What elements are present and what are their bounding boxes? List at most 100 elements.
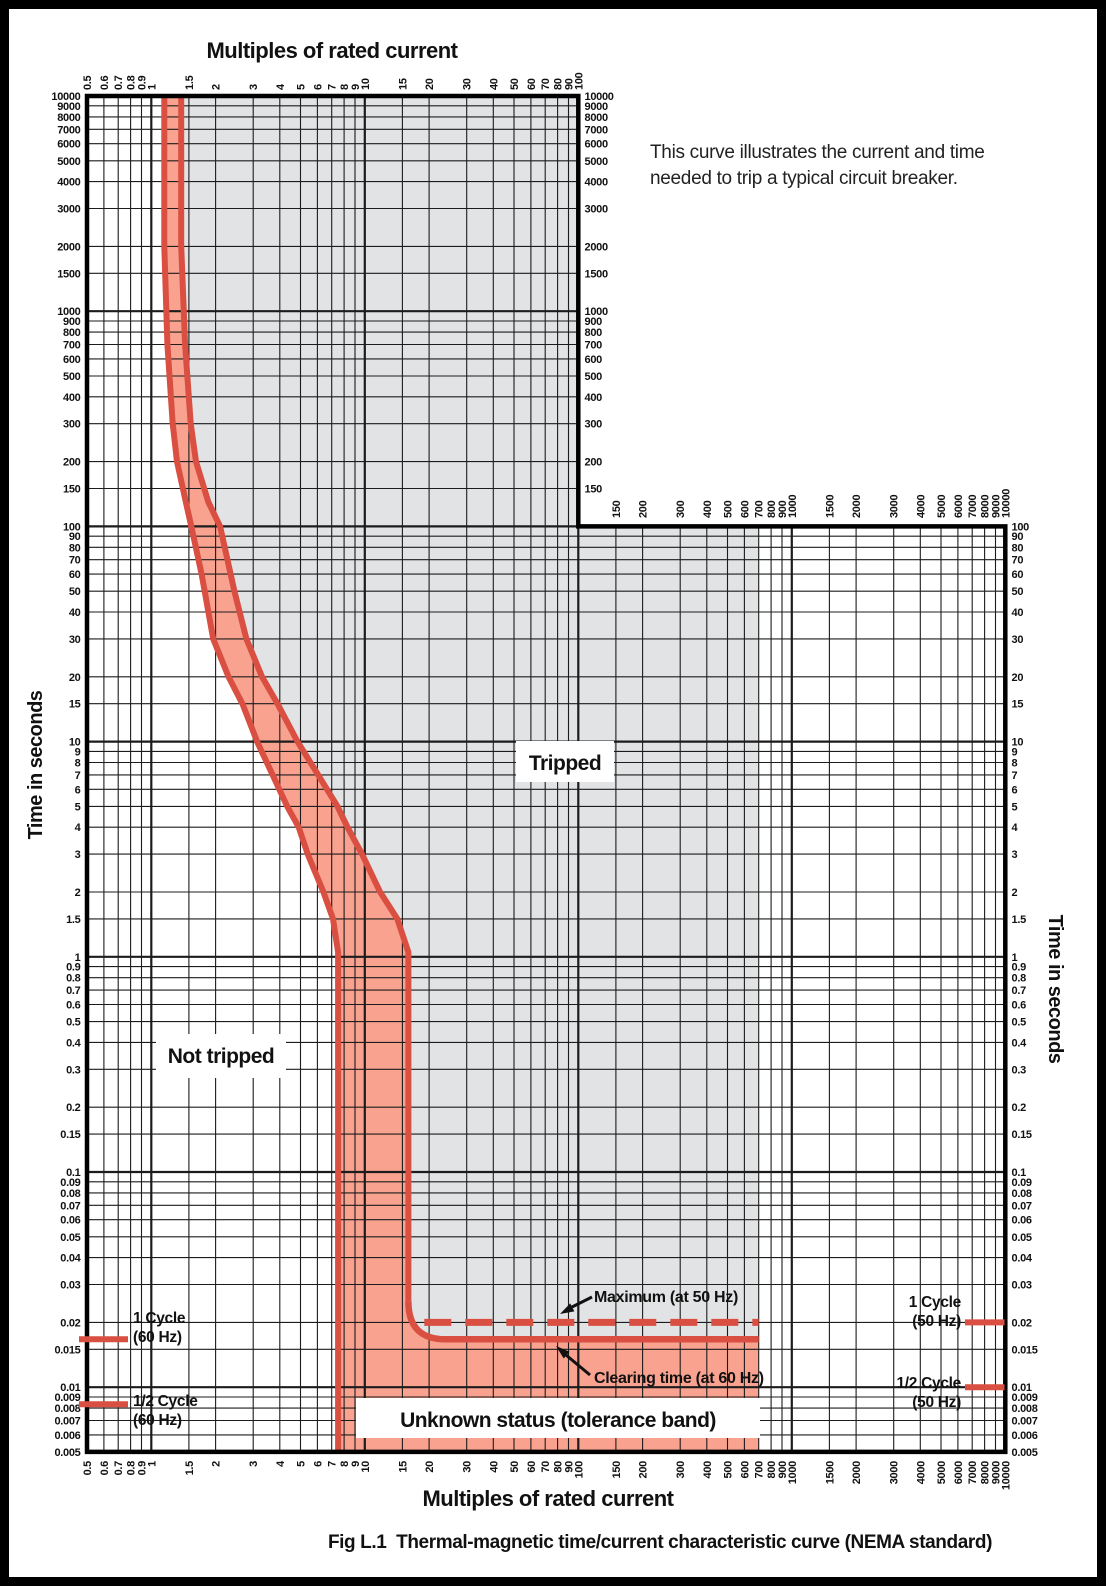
tick-label-x-bottom: 4: [275, 1460, 287, 1467]
tick-label-x-top: 0.9: [137, 75, 149, 90]
tick-label-x-top2: 200: [638, 500, 650, 518]
tick-label-x-top: 2: [211, 84, 223, 90]
tick-label-y-right-lower: 0.4: [1012, 1037, 1028, 1049]
tick-label-y-left: 0.4: [66, 1037, 82, 1049]
tick-label-x-top2: 400: [702, 500, 714, 518]
note-line-2: needed to trip a typical circuit breaker…: [650, 168, 958, 189]
tick-label-y-right-upper: 3000: [585, 204, 608, 216]
tick-label-y-left: 100: [63, 521, 81, 533]
tick-label-x-top: 0.8: [126, 75, 138, 90]
tick-label-y-right-lower: 0.009: [1012, 1392, 1038, 1404]
tick-label-y-left: 0.008: [54, 1403, 80, 1415]
tick-label-y-left: 200: [63, 457, 81, 469]
tick-label-y-right-lower: 8: [1012, 758, 1018, 770]
tick-label-x-top: 5: [296, 84, 308, 90]
tick-label-y-left: 8000: [57, 112, 80, 124]
tick-label-y-right-lower: 0.02: [1012, 1317, 1032, 1329]
tick-label-x-top2: 3000: [889, 495, 901, 518]
tick-label-x-bottom: 9000: [991, 1461, 1003, 1484]
tick-label-y-right-lower: 20: [1012, 672, 1024, 684]
tick-label-y-right-upper: 9000: [585, 101, 608, 113]
tick-label-x-bottom: 60: [526, 1461, 538, 1473]
axis-tick-labels: 0.50.50.60.60.70.70.80.80.90.9111.51.522…: [51, 72, 1038, 1490]
tick-label-x-top2: 4000: [915, 495, 927, 518]
trip-band-curves: [161, 96, 759, 1452]
tick-label-x-top: 50: [509, 78, 521, 90]
tick-label-y-right-lower: 80: [1012, 542, 1024, 554]
tick-label-x-top2: 7000: [967, 495, 979, 518]
tick-label-y-left: 0.5: [66, 1017, 81, 1029]
tick-label-x-top2: 1000: [787, 495, 799, 518]
tick-label-y-left: 0.6: [66, 1000, 81, 1012]
tick-label-y-left: 2: [75, 887, 81, 899]
tick-label-y-right-lower: 0.03: [1012, 1280, 1032, 1292]
tick-label-y-right-lower: 0.04: [1012, 1253, 1033, 1265]
tick-label-y-right-lower: 0.008: [1012, 1403, 1038, 1415]
tick-label-x-bottom: 4000: [915, 1461, 927, 1484]
tick-label-y-left: 700: [63, 340, 81, 352]
tick-label-y-left: 0.06: [60, 1215, 80, 1227]
tick-label-y-left: 0.02: [60, 1317, 80, 1329]
tick-label-y-right-lower: 0.01: [1012, 1382, 1032, 1394]
tick-label-y-right-lower: 0.06: [1012, 1215, 1032, 1227]
tick-label-x-bottom: 200: [638, 1461, 650, 1479]
tick-label-y-right-lower: 0.005: [1012, 1447, 1038, 1459]
tick-label-x-top2: 600: [739, 500, 751, 518]
tick-label-x-bottom: 90: [564, 1461, 576, 1473]
region-fills: [164, 96, 759, 1452]
tolerance-band-fill: [164, 96, 759, 1452]
tick-label-y-left: 0.8: [66, 973, 81, 985]
tick-label-y-right-lower: 0.08: [1012, 1188, 1032, 1200]
tick-label-y-right-lower: 0.6: [1012, 1000, 1027, 1012]
tick-label-x-bottom: 1500: [824, 1461, 836, 1484]
tick-label-x-bottom: 40: [488, 1461, 500, 1473]
tick-label-y-right-lower: 7: [1012, 770, 1018, 782]
tick-label-x-top2: 500: [723, 500, 735, 518]
tick-label-x-top: 1.5: [184, 75, 196, 90]
tick-label-y-left: 20: [69, 672, 81, 684]
tick-label-y-right-upper: 900: [585, 316, 603, 328]
tick-label-x-top2: 10000: [1000, 489, 1012, 518]
tick-label-y-left: 9: [75, 746, 81, 758]
tolerance-band-region-label: Unknown status (tolerance band): [400, 1409, 716, 1432]
tick-label-y-right-lower: 0.006: [1012, 1430, 1038, 1442]
tick-label-y-left: 0.007: [54, 1416, 80, 1428]
tick-label-x-top: 0.6: [99, 75, 111, 90]
tick-label-y-left: 0.07: [60, 1200, 80, 1212]
tick-label-x-top: 60: [526, 78, 538, 90]
tick-label-x-bottom: 700: [754, 1461, 766, 1479]
tick-label-y-left: 3: [75, 849, 81, 861]
tick-label-y-right-upper: 4000: [585, 177, 608, 189]
tick-label-x-top2: 6000: [953, 495, 965, 518]
tick-label-y-right-lower: 1.5: [1012, 914, 1027, 926]
tick-label-y-right-upper: 6000: [585, 139, 608, 151]
tick-label-y-right-lower: 0.09: [1012, 1177, 1032, 1189]
tick-label-y-left: 1.5: [66, 914, 81, 926]
tick-label-y-right-lower: 0.7: [1012, 985, 1027, 997]
tick-label-x-bottom: 7000: [967, 1461, 979, 1484]
tick-label-y-right-lower: 30: [1012, 634, 1024, 646]
right-axis-title: Time in seconds: [1044, 915, 1066, 1064]
tick-label-y-right-upper: 2000: [585, 241, 608, 253]
tick-label-y-left: 0.2: [66, 1102, 81, 1114]
tick-label-y-left: 0.09: [60, 1177, 80, 1189]
tick-label-y-left: 0.005: [54, 1447, 80, 1459]
tick-label-y-left: 0.15: [60, 1129, 80, 1141]
tick-label-x-top2: 300: [675, 500, 687, 518]
tick-label-y-left: 9000: [57, 101, 80, 113]
tick-label-x-bottom: 3000: [889, 1461, 901, 1484]
tick-label-y-left: 5000: [57, 156, 80, 168]
tick-label-y-left: 60: [69, 569, 81, 581]
tick-label-x-bottom: 7: [327, 1461, 339, 1467]
tick-label-x-top: 8: [339, 84, 351, 90]
tick-label-y-right-lower: 9: [1012, 746, 1018, 758]
cycle-dash-markers: [79, 1319, 1005, 1408]
tick-label-x-bottom: 900: [777, 1461, 789, 1479]
tick-label-y-left: 6000: [57, 139, 80, 151]
top-axis-title: Multiples of rated current: [206, 38, 458, 63]
tick-label-y-right-lower: 0.007: [1012, 1416, 1038, 1428]
tick-label-y-right-lower: 3: [1012, 849, 1018, 861]
tick-label-y-left: 4000: [57, 177, 80, 189]
tick-label-x-bottom: 1000: [787, 1461, 799, 1484]
